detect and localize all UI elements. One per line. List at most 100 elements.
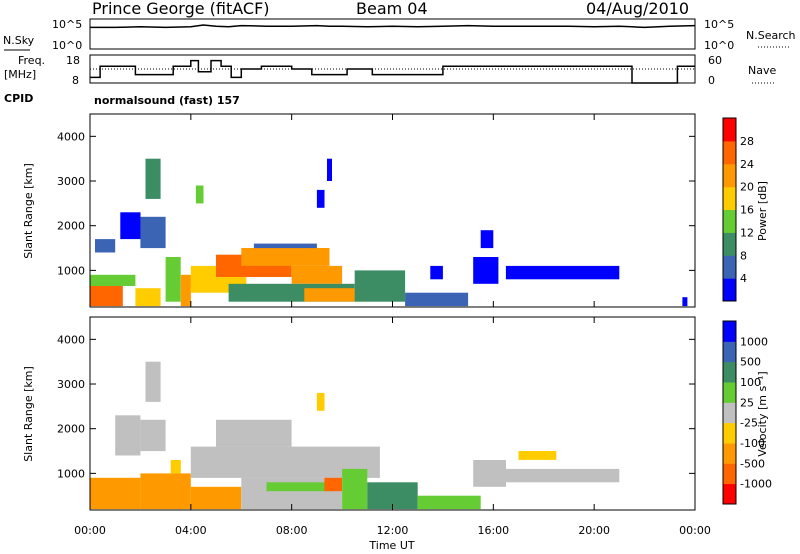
power-region bbox=[140, 216, 166, 249]
power-colorbar-tick: 12 bbox=[740, 226, 754, 239]
velocity-colorbar-label: Velocity [m s⁻¹] bbox=[756, 371, 769, 456]
velocity-colorbar-tick: -500 bbox=[740, 457, 765, 470]
nsky-line bbox=[90, 24, 696, 29]
nave-bottom-tick: 0 bbox=[708, 74, 715, 87]
velocity-colorbar-segment bbox=[723, 402, 736, 424]
x-tick-label: 08:00 bbox=[276, 524, 308, 537]
velocity-region bbox=[190, 486, 242, 510]
power-colorbar-segment bbox=[723, 209, 736, 233]
velocity-colorbar-tick: 1000 bbox=[740, 335, 768, 348]
frequency-panel: Freq. [MHz] 18 8 60 0 Nave CPID normalso… bbox=[4, 54, 776, 107]
velocity-colorbar-segment bbox=[723, 361, 736, 383]
x-tick-label: 20:00 bbox=[578, 524, 610, 537]
cpid-value: normalsound (fast) 157 bbox=[94, 94, 240, 107]
power-region bbox=[473, 257, 499, 284]
power-colorbar-segment bbox=[723, 255, 736, 279]
velocity-colorbar-segment bbox=[723, 321, 736, 342]
velocity-colorbar-tick: -100 bbox=[740, 437, 765, 450]
power-colorbar-frame bbox=[722, 117, 737, 302]
frequency-step-line bbox=[90, 59, 695, 84]
power-region bbox=[480, 230, 494, 249]
power-colorbar-segment bbox=[723, 232, 736, 256]
power-region bbox=[120, 212, 141, 240]
station-title: Prince George (fitACF) bbox=[92, 0, 270, 18]
velocity-region bbox=[417, 495, 481, 510]
power-ytick-label: 4000 bbox=[57, 130, 85, 143]
velocity-colorbar-tick: -1000 bbox=[740, 478, 772, 491]
velocity-region bbox=[324, 477, 342, 492]
velocity-colorbar-tick: 25 bbox=[740, 396, 754, 409]
velocity-colorbar: -1000 -500 -100 -25 25 100 500 1000 bbox=[722, 320, 772, 505]
velocity-region bbox=[216, 419, 292, 447]
velocity-colorbar-segment bbox=[723, 382, 736, 403]
power-region bbox=[241, 248, 330, 266]
power-colorbar-segment bbox=[723, 186, 736, 210]
power-colorbar-segment bbox=[723, 163, 736, 188]
noise-right-top: 10^5 bbox=[704, 18, 734, 31]
power-colorbar: 4 8 12 16 20 24 28 bbox=[722, 117, 754, 302]
power-region bbox=[405, 292, 469, 307]
freq-unit-label: [MHz] bbox=[4, 68, 36, 81]
noise-left-bottom: 10^0 bbox=[52, 39, 82, 52]
noise-panel: N.Sky 10^5 10^0 10^5 10^0 N.Search bbox=[3, 18, 796, 52]
velocity-region bbox=[505, 468, 620, 483]
power-region bbox=[145, 158, 161, 199]
power-region bbox=[327, 158, 332, 181]
velocity-region bbox=[266, 482, 330, 492]
power-colorbar-tick: 24 bbox=[740, 158, 754, 171]
power-region bbox=[180, 274, 191, 307]
power-colorbar-segment bbox=[723, 278, 736, 302]
freq-top-tick: 18 bbox=[66, 54, 80, 67]
velocity-region bbox=[140, 473, 191, 510]
velocity-region bbox=[90, 477, 141, 510]
cpid-label: CPID bbox=[4, 92, 33, 105]
power-colorbar-tick: 16 bbox=[740, 204, 754, 217]
power-region bbox=[135, 288, 161, 307]
beam-label: Beam 04 bbox=[356, 0, 428, 18]
velocity-ytick-label: 1000 bbox=[57, 467, 85, 480]
velocity-region bbox=[316, 392, 325, 411]
power-region bbox=[165, 257, 181, 302]
noise-right-bottom: 10^0 bbox=[704, 39, 734, 52]
x-tick-label: 00:00 bbox=[679, 524, 711, 537]
velocity-ytick-label: 3000 bbox=[57, 378, 85, 391]
date-label: 04/Aug/2010 bbox=[586, 0, 689, 18]
velocity-colorbar-segment bbox=[723, 422, 736, 444]
velocity-region bbox=[342, 468, 368, 510]
nsearch-label: N.Search bbox=[746, 29, 796, 42]
noise-left-top: 10^5 bbox=[52, 18, 82, 31]
x-tick-label: 04:00 bbox=[175, 524, 207, 537]
power-ytick-label: 1000 bbox=[57, 264, 85, 277]
power-ytick-label: 3000 bbox=[57, 175, 85, 188]
velocity-ylabel: Slant Range [km] bbox=[22, 366, 35, 462]
nave-label: Nave bbox=[748, 64, 776, 77]
power-colorbar-segment bbox=[723, 140, 736, 165]
velocity-colorbar-tick: 100 bbox=[740, 376, 761, 389]
power-panel: 1000 2000 3000 4000 Slant Range [km] 4 8 12 16… bbox=[22, 113, 769, 308]
velocity-colorbar-segment bbox=[723, 463, 736, 485]
power-region bbox=[430, 265, 443, 280]
velocity-colorbar-segment bbox=[723, 443, 736, 464]
power-region bbox=[90, 286, 123, 307]
velocity-colorbar-segment bbox=[723, 483, 736, 505]
power-data-layer bbox=[90, 158, 688, 307]
xaxis-label: Time UT bbox=[368, 539, 414, 552]
power-ytick-label: 2000 bbox=[57, 220, 85, 233]
velocity-colorbar-segment bbox=[723, 341, 736, 363]
power-region bbox=[505, 265, 620, 280]
velocity-region bbox=[170, 460, 181, 474]
power-region bbox=[90, 274, 136, 286]
nsky-label: N.Sky bbox=[3, 34, 35, 47]
power-ylabel: Slant Range [km] bbox=[22, 163, 35, 259]
velocity-colorbar-tick: -25 bbox=[740, 417, 758, 430]
velocity-colorbar-frame bbox=[722, 320, 737, 505]
velocity-axes: 1000 2000 3000 4000 bbox=[57, 317, 696, 510]
power-colorbar-segment bbox=[723, 118, 736, 142]
power-region bbox=[291, 265, 343, 284]
power-colorbar-tick: 20 bbox=[740, 181, 754, 194]
power-region bbox=[195, 185, 204, 204]
power-region bbox=[682, 297, 688, 307]
freq-bottom-tick: 8 bbox=[72, 74, 79, 87]
